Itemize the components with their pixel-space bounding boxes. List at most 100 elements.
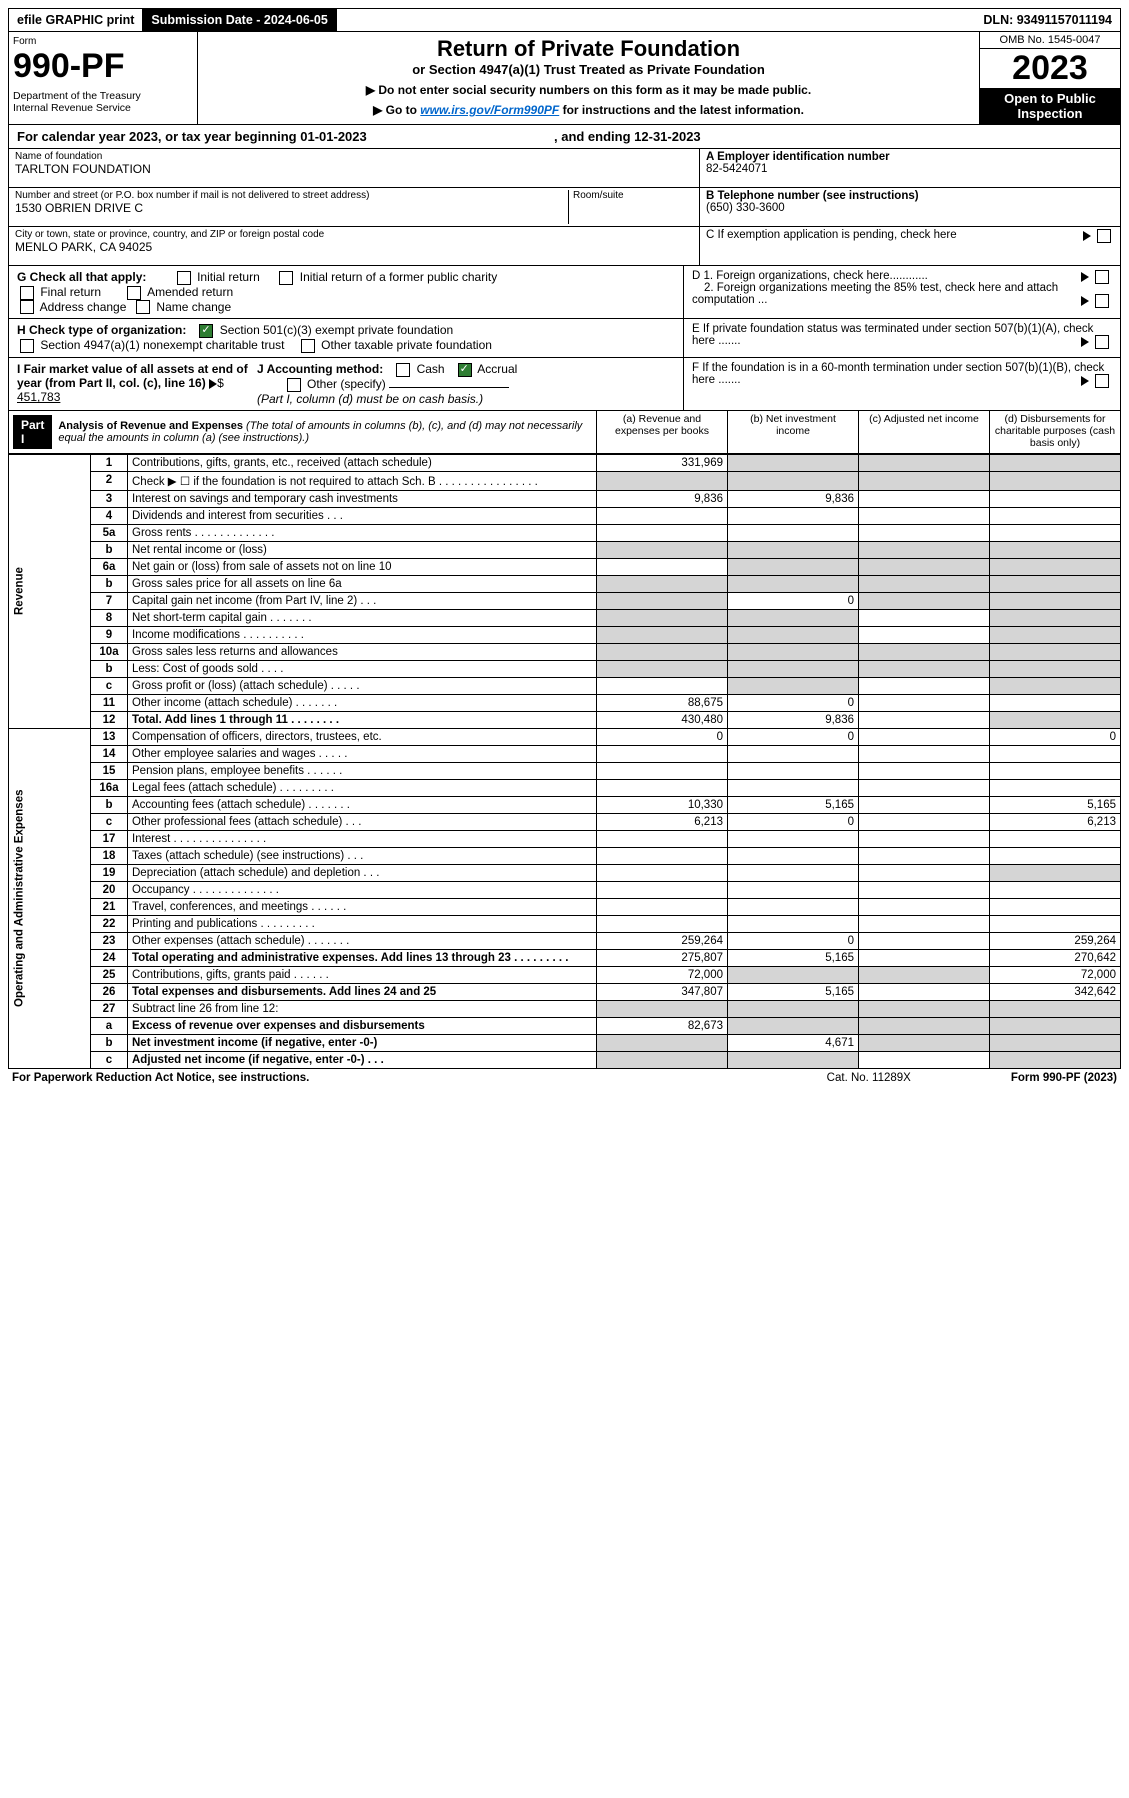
col-d-value	[990, 677, 1121, 694]
col-b-value	[728, 779, 859, 796]
line-number: 22	[91, 915, 128, 932]
col-b-value: 0	[728, 728, 859, 745]
col-c-value	[859, 490, 990, 507]
line-desc: Other income (attach schedule) . . . . .…	[128, 694, 597, 711]
col-c-value	[859, 728, 990, 745]
col-b-value	[728, 966, 859, 983]
col-a-value: 72,000	[597, 966, 728, 983]
line-number: 16a	[91, 779, 128, 796]
cb-initial-return[interactable]	[177, 271, 191, 285]
f-checkbox[interactable]	[1095, 374, 1109, 388]
line-number: 15	[91, 762, 128, 779]
line-number: 21	[91, 898, 128, 915]
col-d-value	[990, 881, 1121, 898]
col-a-value	[597, 762, 728, 779]
table-row: 24Total operating and administrative exp…	[9, 949, 1121, 966]
col-c-value	[859, 932, 990, 949]
col-b-header: (b) Net investment income	[727, 411, 858, 453]
j-label: J Accounting method:	[257, 362, 383, 376]
col-a-value: 10,330	[597, 796, 728, 813]
col-d-value	[990, 524, 1121, 541]
table-row: cOther professional fees (attach schedul…	[9, 813, 1121, 830]
table-row: 8Net short-term capital gain . . . . . .…	[9, 609, 1121, 626]
col-c-value	[859, 898, 990, 915]
cb-4947[interactable]	[20, 339, 34, 353]
cb-other-method[interactable]	[287, 378, 301, 392]
col-d-value	[990, 830, 1121, 847]
line-number: 17	[91, 830, 128, 847]
col-d-value	[990, 558, 1121, 575]
col-d-value	[990, 454, 1121, 471]
city-label: City or town, state or province, country…	[15, 229, 693, 240]
col-b-value: 0	[728, 932, 859, 949]
line-desc: Gross rents . . . . . . . . . . . . .	[128, 524, 597, 541]
i-value: 451,783	[17, 390, 97, 404]
col-d-value	[990, 864, 1121, 881]
cb-name-change[interactable]	[136, 300, 150, 314]
col-b-value	[728, 762, 859, 779]
line-desc: Total. Add lines 1 through 11 . . . . . …	[128, 711, 597, 728]
table-row: 17Interest . . . . . . . . . . . . . . .	[9, 830, 1121, 847]
c-checkbox[interactable]	[1097, 229, 1111, 243]
cb-final-return[interactable]	[20, 286, 34, 300]
col-d-value: 6,213	[990, 813, 1121, 830]
col-b-value	[728, 898, 859, 915]
cb-other-tax[interactable]	[301, 339, 315, 353]
line-desc: Other professional fees (attach schedule…	[128, 813, 597, 830]
col-d-value	[990, 609, 1121, 626]
col-a-value	[597, 1034, 728, 1051]
cb-addr-change[interactable]	[20, 300, 34, 314]
instructions-link[interactable]: www.irs.gov/Form990PF	[420, 103, 559, 117]
col-c-value	[859, 949, 990, 966]
col-b-value: 5,165	[728, 983, 859, 1000]
col-c-value	[859, 1051, 990, 1068]
line-desc: Check ▶ ☐ if the foundation is not requi…	[128, 471, 597, 490]
table-row: 7Capital gain net income (from Part IV, …	[9, 592, 1121, 609]
expenses-section-label: Operating and Administrative Expenses	[9, 728, 91, 1068]
line-desc: Other employee salaries and wages . . . …	[128, 745, 597, 762]
line-number: c	[91, 1051, 128, 1068]
table-row: bLess: Cost of goods sold . . . .	[9, 660, 1121, 677]
d1-checkbox[interactable]	[1095, 270, 1109, 284]
col-b-value	[728, 660, 859, 677]
col-c-value	[859, 915, 990, 932]
part1-label: Part I	[13, 415, 52, 449]
col-a-value: 275,807	[597, 949, 728, 966]
revenue-section-label: Revenue	[9, 454, 91, 728]
col-c-value	[859, 813, 990, 830]
col-c-value	[859, 558, 990, 575]
col-b-value	[728, 1017, 859, 1034]
line-number: c	[91, 813, 128, 830]
col-b-value: 9,836	[728, 711, 859, 728]
line-desc: Interest on savings and temporary cash i…	[128, 490, 597, 507]
d2-checkbox[interactable]	[1095, 294, 1109, 308]
line-number: 3	[91, 490, 128, 507]
table-row: bAccounting fees (attach schedule) . . .…	[9, 796, 1121, 813]
cb-initial-former[interactable]	[279, 271, 293, 285]
col-c-value	[859, 779, 990, 796]
line-desc: Compensation of officers, directors, tru…	[128, 728, 597, 745]
line-number: b	[91, 541, 128, 558]
col-a-value	[597, 660, 728, 677]
e-label: E If private foundation status was termi…	[692, 323, 1093, 347]
line-desc: Net investment income (if negative, ente…	[128, 1034, 597, 1051]
cb-accrual[interactable]	[458, 363, 472, 377]
table-row: 23Other expenses (attach schedule) . . .…	[9, 932, 1121, 949]
col-d-value	[990, 779, 1121, 796]
table-row: 4Dividends and interest from securities …	[9, 507, 1121, 524]
col-d-value	[990, 762, 1121, 779]
line-number: 6a	[91, 558, 128, 575]
form-number: 990-PF	[13, 47, 193, 86]
department: Department of the Treasury Internal Reve…	[13, 90, 193, 114]
col-c-value	[859, 1034, 990, 1051]
part1-title: Analysis of Revenue and Expenses	[58, 420, 243, 432]
col-a-value	[597, 779, 728, 796]
section-ij: I Fair market value of all assets at end…	[8, 358, 1121, 411]
cb-cash[interactable]	[396, 363, 410, 377]
col-a-value: 6,213	[597, 813, 728, 830]
cb-501c3[interactable]	[199, 324, 213, 338]
e-checkbox[interactable]	[1095, 335, 1109, 349]
submission-date: Submission Date - 2024-06-05	[143, 9, 336, 31]
cb-amended[interactable]	[127, 286, 141, 300]
col-b-value	[728, 524, 859, 541]
